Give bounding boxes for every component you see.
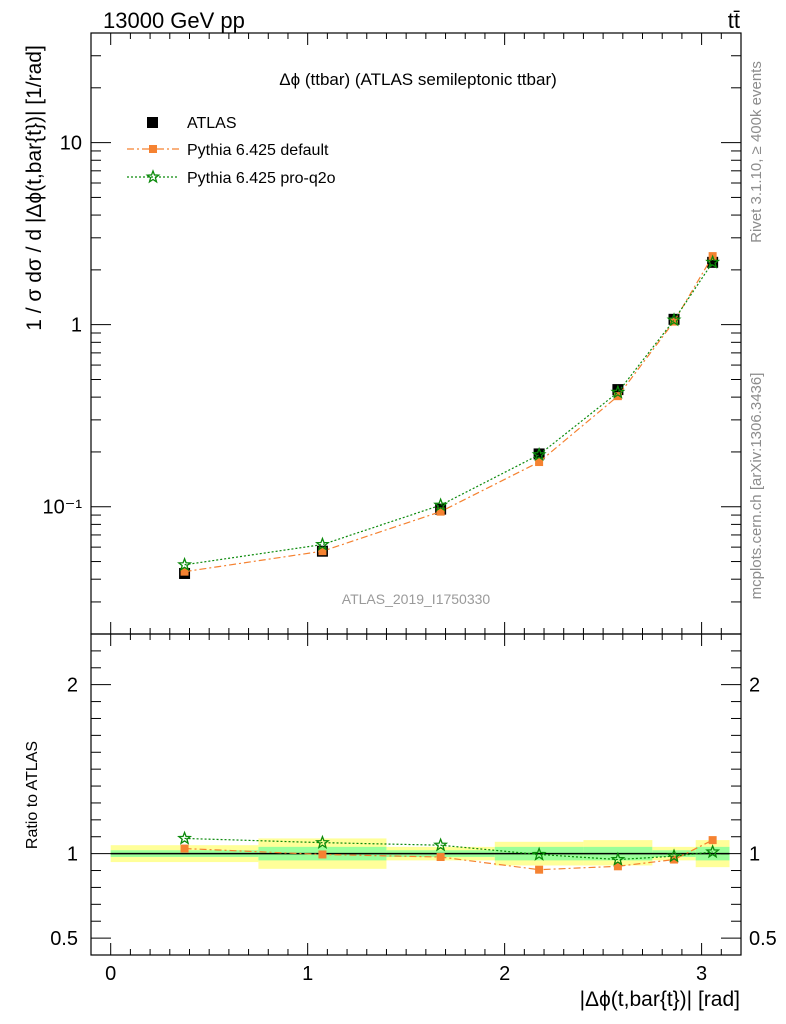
- main-default-point: [535, 458, 544, 467]
- collision-label: 13000 GeV pp: [103, 8, 245, 33]
- x-tick-label: 2: [499, 963, 510, 985]
- ratio-default-point: [535, 865, 544, 874]
- y-tick-label-main: 10: [60, 133, 82, 155]
- ratio-pro-q2o-point: [314, 834, 330, 849]
- y-tick-label-ratio-right: 2: [749, 675, 760, 697]
- x-tick-label: 0: [105, 963, 116, 985]
- ratio-pro-q2o-point: [610, 851, 626, 866]
- main-default-point: [613, 392, 622, 401]
- ratio-default-point: [670, 855, 679, 864]
- main-pro-q2o-point: [531, 446, 547, 462]
- ratio-pro-q2o-point: [705, 844, 721, 859]
- legend-marker-default: [149, 145, 157, 153]
- main-pro-q2o-point: [705, 254, 721, 269]
- main-default-point: [180, 567, 189, 576]
- legend-label-pro-q2o: Pythia 6.425 pro-q2o: [187, 170, 336, 187]
- y-tick-label-ratio: 1: [67, 844, 78, 866]
- rivet-version-label: Rivet 3.1.10, ≥ 400k events: [748, 61, 765, 243]
- ratio-panel: 0 1 2 3 0.5 0.5 1 1 2 2: [50, 633, 777, 985]
- main-default-point: [670, 317, 679, 326]
- y-tick-label-ratio: 2: [67, 675, 78, 697]
- y-tick-label-main: 1: [71, 315, 82, 337]
- analysis-watermark: ATLAS_2019_I1750330: [342, 591, 491, 607]
- ratio-default-point: [318, 850, 327, 859]
- legend: ATLAS Pythia 6.425 default Pythia 6.425 …: [127, 115, 336, 187]
- legend-marker-atlas: [147, 117, 158, 128]
- main-default-line: [184, 255, 714, 573]
- legend-label-atlas: ATLAS: [187, 115, 237, 132]
- main-pro-q2o-point: [666, 312, 682, 327]
- main-pro-q2o-point: [314, 536, 330, 551]
- ratio-pro-q2o-line: [184, 837, 713, 861]
- ratio-default-point: [180, 844, 189, 853]
- ratio-default-point: [708, 836, 717, 845]
- y-axis-label-main: 1 / σ dσ / d |Δϕ(t,bar{t})| [1/rad]: [23, 45, 46, 331]
- ratio-default-point: [613, 862, 622, 871]
- legend-marker-pro-q2o: [145, 169, 161, 184]
- main-data-point: [533, 448, 545, 460]
- ratio-default-point: [436, 853, 445, 862]
- process-label: tt̄: [728, 8, 740, 33]
- y-tick-label-ratio-right: 1: [749, 844, 760, 866]
- legend-label-default: Pythia 6.425 default: [187, 142, 329, 159]
- ratio-pro-q2o-point: [433, 837, 449, 852]
- y-tick-label-main: 10⁻¹: [43, 497, 83, 519]
- main-default-point: [436, 507, 445, 516]
- ratio-pro-q2o-point: [177, 830, 193, 845]
- y-tick-label-ratio-right: 0.5: [749, 928, 777, 950]
- y-axis-label-ratio: Ratio to ATLAS: [24, 741, 41, 849]
- main-pro-q2o-line: [184, 262, 714, 566]
- x-axis-label: |Δϕ(t,bar{t})| [rad]: [580, 988, 740, 1011]
- main-pro-q2o-point: [177, 556, 193, 572]
- y-tick-label-ratio: 0.5: [50, 928, 78, 950]
- ratio-pro-q2o-point: [666, 848, 682, 863]
- x-tick-label: 1: [302, 963, 313, 985]
- ratio-plot-frame: [90, 633, 742, 956]
- plot-title: Δϕ (ttbar) (ATLAS semileptonic ttbar): [279, 70, 557, 89]
- source-label: mcplots.cern.ch [arXiv:1306.3436]: [748, 373, 765, 600]
- main-pro-q2o-point: [610, 384, 626, 399]
- ratio-pro-q2o-point: [531, 846, 547, 861]
- main-pro-q2o-point: [433, 497, 449, 512]
- main-default-point: [318, 547, 327, 556]
- main-data-point: [612, 384, 624, 396]
- x-tick-label: 3: [696, 963, 707, 985]
